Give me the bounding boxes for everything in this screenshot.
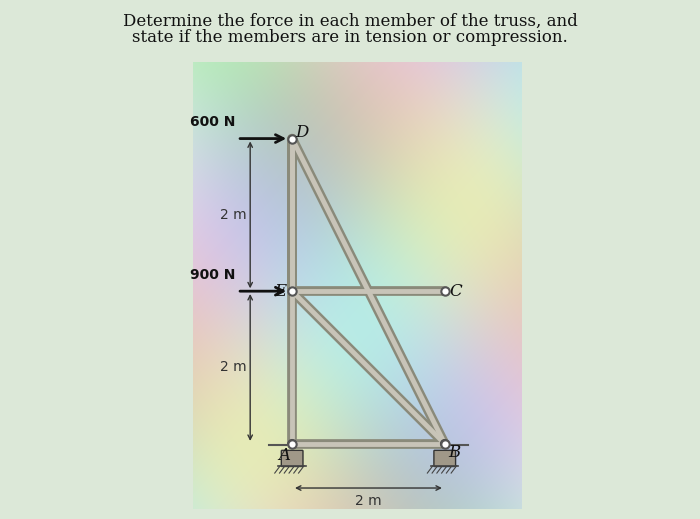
Text: 2 m: 2 m xyxy=(355,494,382,508)
Text: 2 m: 2 m xyxy=(220,208,246,222)
Text: A: A xyxy=(279,447,290,463)
Text: Determine the force in each member of the truss, and: Determine the force in each member of th… xyxy=(122,13,577,30)
Text: D: D xyxy=(295,124,309,141)
Circle shape xyxy=(440,440,449,448)
Text: state if the members are in tension or compression.: state if the members are in tension or c… xyxy=(132,29,568,46)
FancyBboxPatch shape xyxy=(434,450,456,467)
Text: 600 N: 600 N xyxy=(190,115,235,129)
Text: 900 N: 900 N xyxy=(190,268,235,282)
Text: E: E xyxy=(274,283,286,299)
Text: C: C xyxy=(449,283,462,299)
Text: 2 m: 2 m xyxy=(220,361,246,375)
Circle shape xyxy=(288,440,296,448)
Text: B: B xyxy=(448,444,460,461)
FancyBboxPatch shape xyxy=(281,450,303,467)
